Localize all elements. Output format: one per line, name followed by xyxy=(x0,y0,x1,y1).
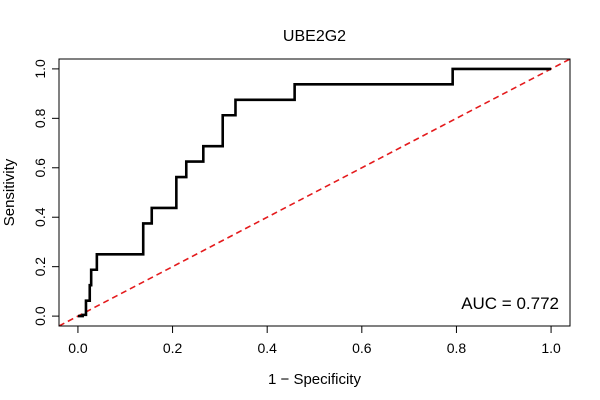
x-axis: 0.0 0.2 0.4 0.6 0.8 1.0 xyxy=(68,325,561,356)
x-tick-label: 0.4 xyxy=(257,340,277,356)
auc-annotation: AUC = 0.772 xyxy=(461,294,559,313)
y-tick-label: 1.0 xyxy=(32,59,48,79)
y-tick-label: 0.4 xyxy=(32,207,48,227)
x-tick-label: 0.2 xyxy=(163,340,183,356)
roc-curve-line xyxy=(77,67,552,318)
y-axis: 0.0 0.2 0.4 0.6 0.8 1.0 xyxy=(32,59,60,326)
y-tick-label: 0.8 xyxy=(32,108,48,128)
x-tick-label: 1.0 xyxy=(541,340,561,356)
plot-area xyxy=(59,59,570,326)
x-tick-label: 0.8 xyxy=(447,340,467,356)
y-tick-label: 0.6 xyxy=(32,158,48,178)
y-tick-label: 0.2 xyxy=(32,257,48,277)
x-tick-label: 0.0 xyxy=(68,340,88,356)
chart-title: UBE2G2 xyxy=(283,28,346,45)
reference-diagonal-line xyxy=(59,59,570,326)
plot-frame xyxy=(58,58,571,327)
x-tick-label: 0.6 xyxy=(352,340,372,356)
y-tick-label: 0.0 xyxy=(32,306,48,326)
y-axis-label: Sensitivity xyxy=(1,158,18,226)
x-axis-label: 1 − Specificity xyxy=(268,371,361,388)
